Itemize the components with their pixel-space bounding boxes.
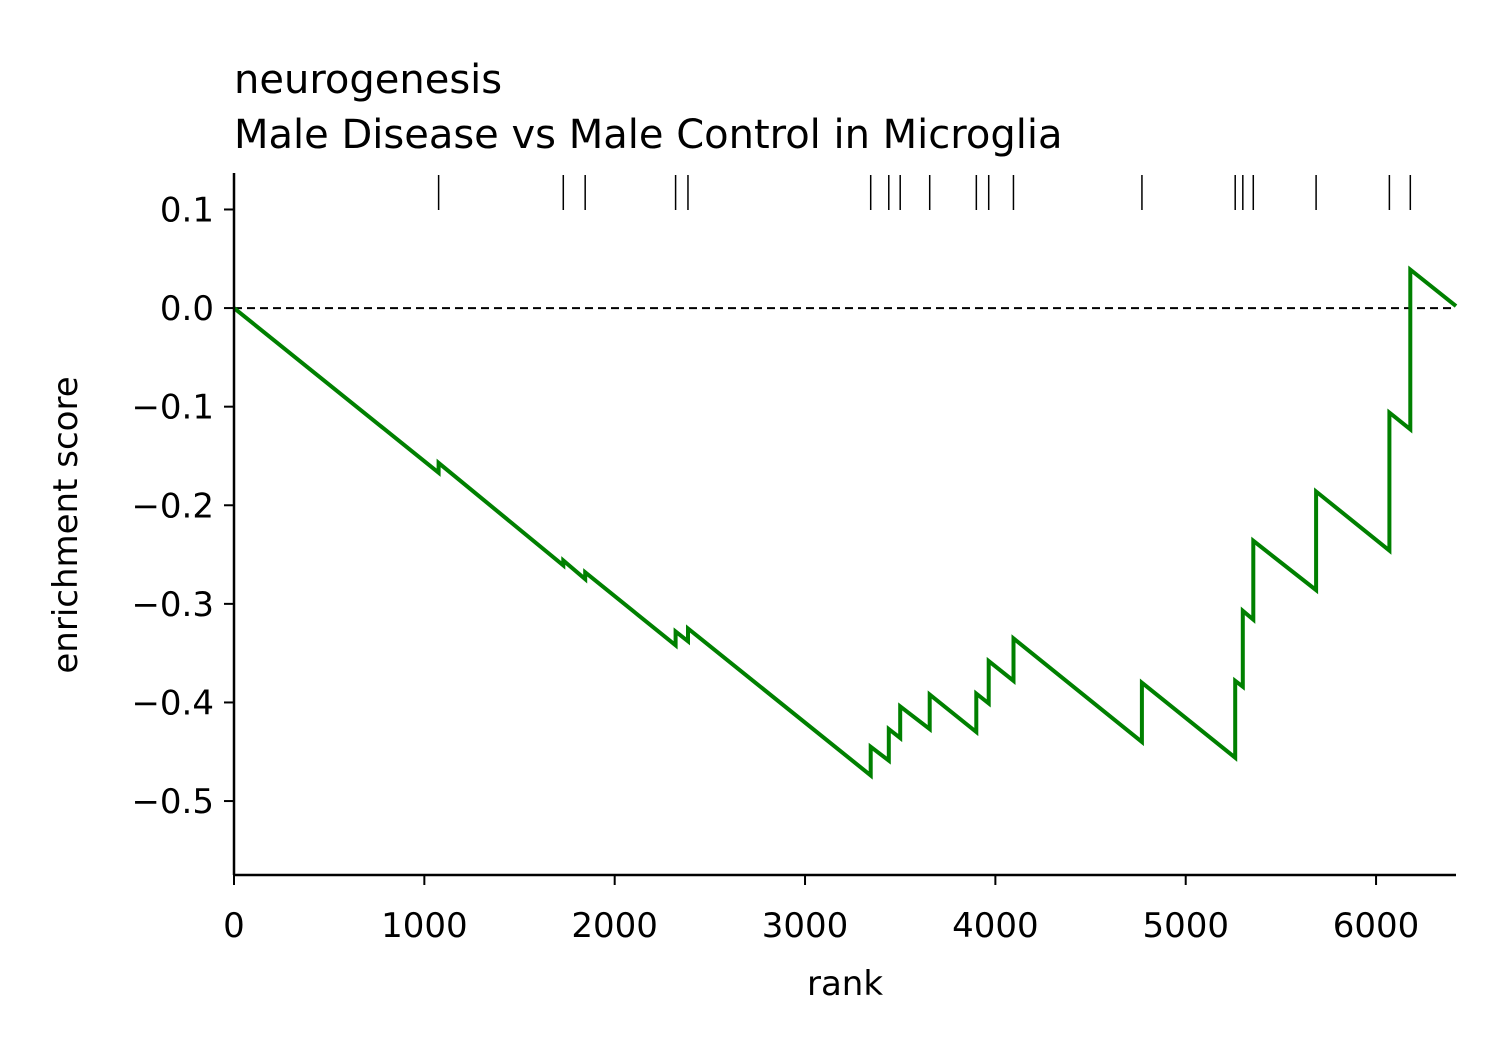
x-tick-label: 4000 [952,906,1039,946]
x-axis-label: rank [807,964,883,1004]
x-tick-label: 2000 [571,906,658,946]
y-tick-label: −0.3 [131,585,214,625]
chart-subtitle: Male Disease vs Male Control in Microgli… [234,112,1062,158]
y-tick-label: −0.1 [131,388,214,428]
y-tick-label: −0.4 [131,683,214,723]
y-tick-label: 0.0 [160,289,214,329]
tick-layer: 0 1000 2000 3000 4000 5000 6000 0.1 0.0 −0.1 −0.2 −… [131,190,1419,946]
chart-title: neurogenesis [234,57,502,103]
y-tick-label: −0.2 [131,486,214,526]
hit-markers [437,175,1412,210]
x-tick-label: 0 [223,906,245,946]
y-axis-label: enrichment score [46,376,86,673]
y-tick-label: −0.5 [131,782,214,822]
enrichment-score-line [232,265,1458,780]
x-tick-label: 5000 [1142,906,1229,946]
y-tick-label: 0.1 [160,190,214,230]
x-tick-label: 6000 [1333,906,1420,946]
x-tick-label: 1000 [381,906,468,946]
x-tick-label: 3000 [762,906,849,946]
